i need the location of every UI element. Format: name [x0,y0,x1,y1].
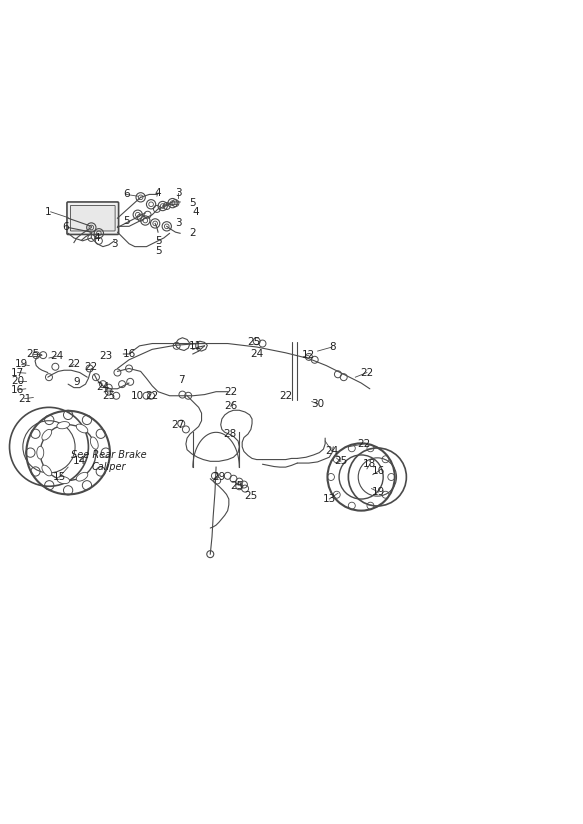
Text: 25: 25 [27,349,40,359]
Text: 5: 5 [189,198,196,208]
Text: 7: 7 [178,375,185,385]
Ellipse shape [90,437,98,449]
Ellipse shape [76,424,88,433]
Ellipse shape [57,476,69,484]
Text: 25: 25 [102,391,115,401]
Text: 4: 4 [192,207,199,217]
Text: 4: 4 [154,188,161,198]
Text: 2: 2 [189,228,196,238]
Text: 6: 6 [123,190,129,199]
Ellipse shape [57,422,69,428]
Text: 8: 8 [329,342,335,352]
Text: 5: 5 [123,216,129,226]
Ellipse shape [42,429,52,440]
Text: 23: 23 [99,351,113,361]
Text: 15: 15 [53,472,66,482]
Text: 12: 12 [302,350,315,360]
Text: 29: 29 [212,472,226,482]
FancyBboxPatch shape [71,205,115,231]
Text: 16: 16 [122,349,136,359]
Text: 16: 16 [11,385,24,395]
Text: 22: 22 [85,363,98,372]
Ellipse shape [37,447,44,459]
Text: 1: 1 [44,207,51,217]
Text: 22: 22 [360,368,374,377]
Text: 10: 10 [131,391,145,401]
FancyBboxPatch shape [67,202,118,235]
Text: 25: 25 [334,456,347,466]
Text: 4: 4 [94,233,100,243]
Text: 19: 19 [15,359,29,369]
Text: 27: 27 [172,419,185,430]
Text: 20: 20 [11,377,24,386]
Text: 6: 6 [62,222,69,232]
Text: 14: 14 [73,456,86,466]
Text: 18: 18 [363,459,377,469]
Text: 26: 26 [224,401,237,411]
Text: 19: 19 [372,487,385,497]
Text: 22: 22 [67,359,80,369]
Text: 24: 24 [96,382,110,392]
Text: 24: 24 [250,349,264,359]
Text: 5: 5 [154,246,161,255]
Text: 17: 17 [11,368,24,377]
Text: 25: 25 [247,337,261,348]
Text: 3: 3 [111,239,118,249]
Text: 11: 11 [189,341,202,351]
Text: 30: 30 [311,399,324,409]
Text: 24: 24 [50,351,63,361]
Text: 9: 9 [73,377,80,386]
Text: 16: 16 [372,466,385,476]
Text: 3: 3 [175,188,182,198]
Text: 24: 24 [325,447,339,456]
Ellipse shape [42,465,52,476]
Text: 13: 13 [322,494,336,504]
Text: 22: 22 [146,391,159,401]
Text: 25: 25 [244,490,258,500]
Text: 22: 22 [279,391,292,400]
Text: 22: 22 [224,387,237,397]
Text: 25: 25 [230,481,243,491]
Ellipse shape [76,472,88,481]
Text: 5: 5 [154,236,161,246]
Text: 28: 28 [223,429,236,439]
Text: 22: 22 [357,439,371,449]
Text: 3: 3 [175,218,182,228]
Text: See Rear Brake
Caliper: See Rear Brake Caliper [71,450,146,471]
Text: 21: 21 [18,394,31,404]
